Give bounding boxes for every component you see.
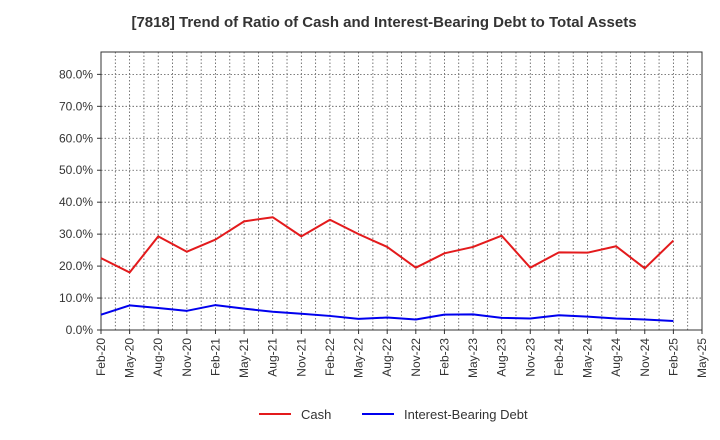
y-tick-label: 20.0%: [59, 259, 93, 273]
chart-title: [7818] Trend of Ratio of Cash and Intere…: [131, 14, 636, 31]
x-tick-label: Nov-21: [294, 338, 308, 377]
x-tick-label: Feb-23: [437, 338, 451, 376]
y-tick-label: 40.0%: [59, 195, 93, 209]
x-tick-label: Feb-25: [666, 338, 680, 376]
plot-area: [101, 52, 702, 330]
y-tick-label: 10.0%: [59, 291, 93, 305]
legend-label-cash: Cash: [301, 407, 331, 422]
y-tick-label: 0.0%: [66, 323, 94, 337]
y-tick-label: 30.0%: [59, 227, 93, 241]
x-tick-label: Aug-22: [380, 338, 394, 377]
x-tick-label: Nov-23: [523, 338, 537, 377]
x-tick-label: May-20: [123, 338, 137, 378]
x-tick-label: Feb-20: [94, 338, 108, 376]
x-tick-label: Aug-24: [609, 338, 623, 377]
x-tick-label: Nov-24: [638, 338, 652, 377]
x-tick-label: Aug-20: [151, 338, 165, 377]
y-tick-label: 70.0%: [59, 99, 93, 113]
x-tick-label: Aug-21: [266, 338, 280, 377]
y-tick-label: 50.0%: [59, 163, 93, 177]
y-tick-label: 80.0%: [59, 67, 93, 81]
x-tick-label: May-23: [466, 338, 480, 378]
series-line-interest-bearing-debt: [100, 304, 674, 323]
y-tick-label: 60.0%: [59, 131, 93, 145]
x-tick-label: May-22: [352, 338, 366, 378]
x-tick-label: Feb-21: [208, 338, 222, 376]
plot-frame: [100, 51, 703, 331]
x-tick-label: Feb-22: [323, 338, 337, 376]
x-tick-label: Nov-20: [180, 338, 194, 377]
x-tick-label: Nov-22: [409, 338, 423, 377]
x-tick-label: Feb-24: [552, 338, 566, 376]
legend: Cash Interest-Bearing Debt: [259, 407, 528, 422]
x-tick-label: Aug-23: [495, 338, 509, 377]
x-tick-label: May-21: [237, 338, 251, 378]
legend-label-interest-bearing-debt: Interest-Bearing Debt: [404, 407, 528, 422]
x-tick-label: May-25: [695, 338, 709, 378]
series-line-cash: [100, 216, 675, 274]
x-tick-label: May-24: [581, 338, 595, 378]
